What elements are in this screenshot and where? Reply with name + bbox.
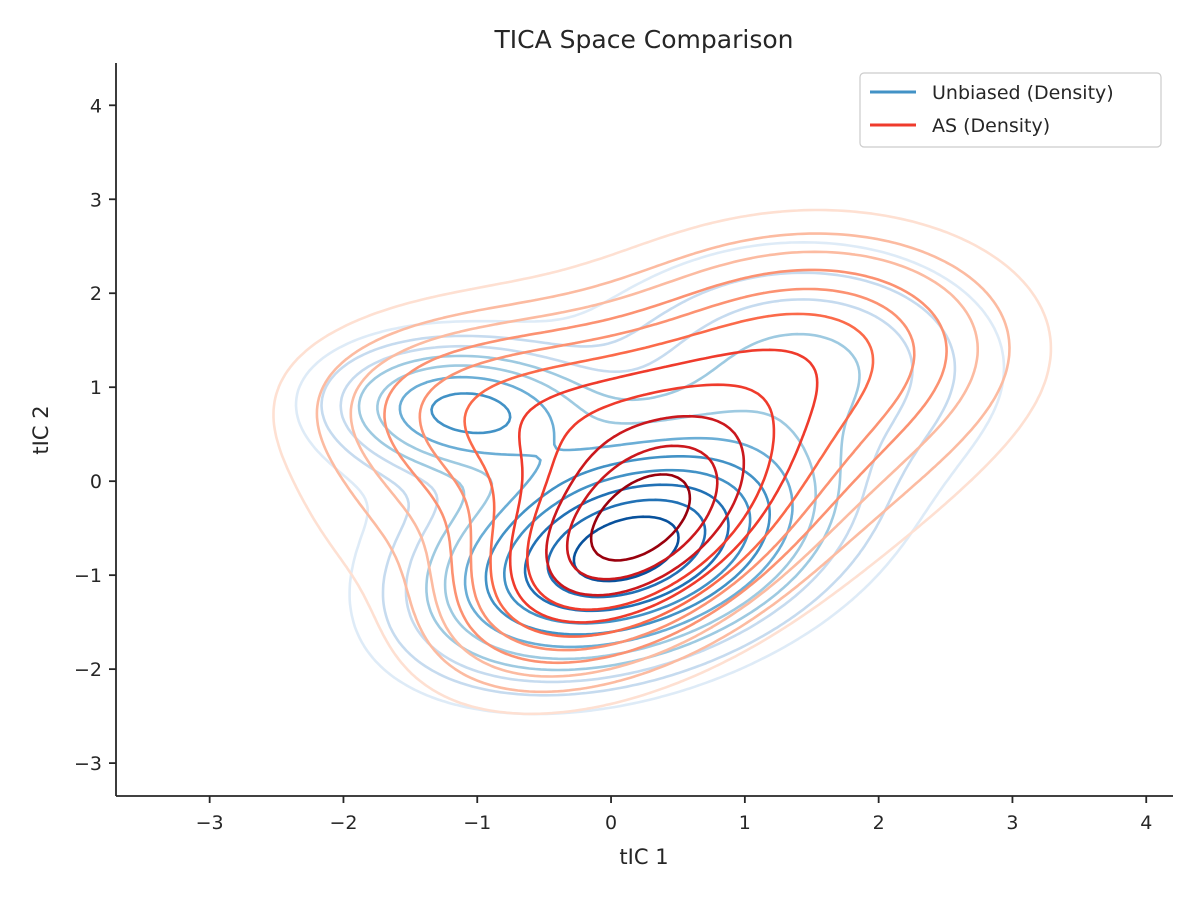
x-axis-label: tIC 1	[619, 845, 668, 869]
x-tick-label: 4	[1140, 812, 1152, 834]
x-tick-label: 1	[739, 812, 751, 834]
y-tick-label: −1	[74, 565, 102, 587]
as-contour-level-1	[272, 208, 1053, 716]
y-tick-label: −3	[74, 753, 102, 775]
y-tick-label: 4	[90, 95, 102, 117]
y-tick-label: 1	[90, 377, 102, 399]
legend-label-as: AS (Density)	[932, 115, 1050, 137]
x-tick-label: 2	[873, 812, 885, 834]
x-tick-label: −3	[196, 812, 224, 834]
unbiased-contour-level-5	[376, 364, 817, 661]
as-contour-level-4	[383, 268, 948, 665]
as-contour-level-9	[545, 414, 746, 597]
as-contour-level-7	[508, 348, 819, 624]
as-contour-level-8	[526, 383, 776, 611]
y-axis-label: tIC 2	[29, 405, 53, 454]
as-contour-level-3	[349, 250, 979, 678]
y-tick-label: −2	[74, 659, 102, 681]
x-tick-label: 3	[1006, 812, 1018, 834]
as-contour-level-10	[565, 444, 719, 581]
legend-label-unbiased: Unbiased (Density)	[932, 82, 1114, 104]
legend: Unbiased (Density) AS (Density)	[859, 72, 1162, 148]
as-contour-level-6	[463, 312, 875, 638]
legend-frame	[859, 72, 1162, 148]
unbiased-contour-level-2	[320, 271, 957, 697]
as-contour-level-2	[315, 232, 1011, 694]
x-tick-label: −1	[463, 812, 491, 834]
unbiased-contour-level-9	[523, 483, 730, 613]
y-tick-label: 3	[90, 189, 102, 211]
contour-layer	[272, 208, 1053, 716]
x-axis-ticks: −3 −2 −1 0 1 2 3 4	[196, 796, 1152, 834]
y-axis-ticks: −3 −2 −1 0 1 2 3 4	[74, 95, 116, 775]
unbiased-contour-level-4	[357, 332, 861, 672]
x-tick-label: −2	[329, 812, 357, 834]
y-tick-label: 2	[90, 283, 102, 305]
unbiased-contour-level-11	[572, 515, 680, 583]
x-tick-label: 0	[605, 812, 617, 834]
chart-title: TICA Space Comparison	[494, 25, 794, 54]
unbiased-contour-level-3	[339, 298, 914, 684]
unbiased-contour-level-8	[503, 468, 752, 625]
as-contour-level-5	[418, 287, 916, 652]
y-tick-label: 0	[90, 471, 102, 493]
as-contour-level-11	[589, 473, 692, 562]
as-density-contours	[272, 208, 1053, 716]
